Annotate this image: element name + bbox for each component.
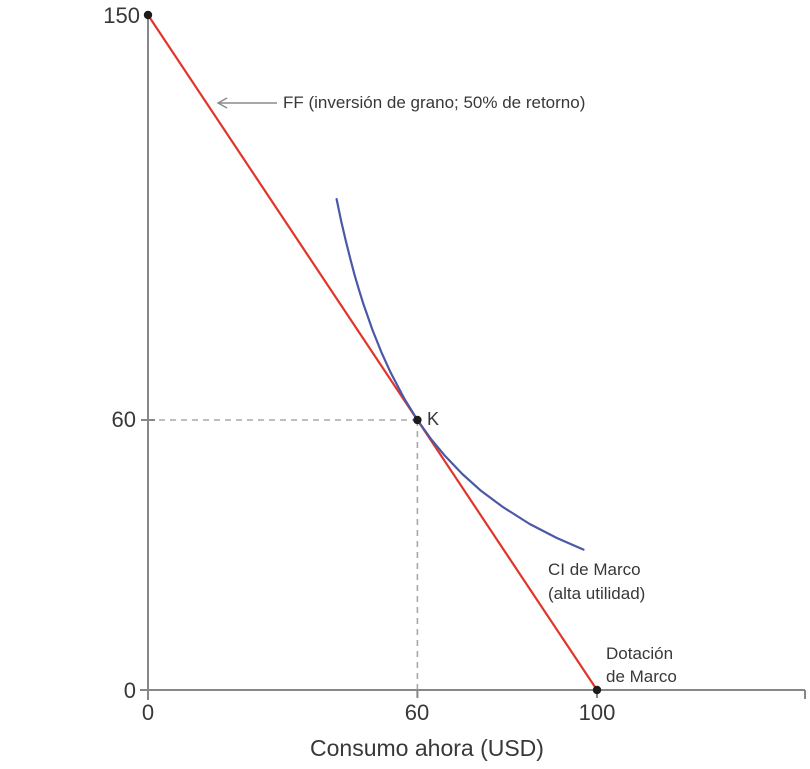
point-k-label: K (427, 409, 440, 429)
endowment-annotation: Dotación de Marco (606, 642, 677, 688)
ff-line-annotation: FF (inversión de grano; 50% de retorno) (283, 93, 586, 112)
indifference-curve-annotation: CI de Marco (alta utilidad) (548, 558, 645, 606)
endowment-label-line1: Dotación (606, 644, 674, 663)
guide-lines-group (148, 419, 419, 690)
indifference-curve-line (335, 198, 585, 551)
markers-group (143, 10, 602, 695)
feasible-frontier-line (146, 13, 599, 692)
ci-label-line2: (alta utilidad) (548, 584, 646, 603)
series-group (146, 13, 599, 692)
x-axis-title: Consumo ahora (USD) (310, 735, 544, 761)
y-tick-label-60: 60 (111, 407, 136, 432)
y-tick-label-150: 150 (103, 3, 140, 28)
x-tick-label-0: 0 (141, 700, 155, 725)
point-K (413, 415, 422, 425)
ci-label-line1: CI de Marco (548, 560, 641, 579)
endowment-label-line2: de Marco (606, 667, 677, 686)
ticks-group (141, 419, 598, 698)
ff-annotation-arrow (216, 97, 277, 109)
arrow-head-icon (216, 97, 228, 109)
x-tick-label-60: 60 (404, 700, 430, 725)
x-tick-label-100: 100 (578, 700, 616, 725)
axes-group (140, 17, 806, 700)
y-tick-label-0: 0 (123, 678, 136, 703)
point-endowment (592, 685, 602, 695)
point-ff-intercept (143, 10, 153, 20)
